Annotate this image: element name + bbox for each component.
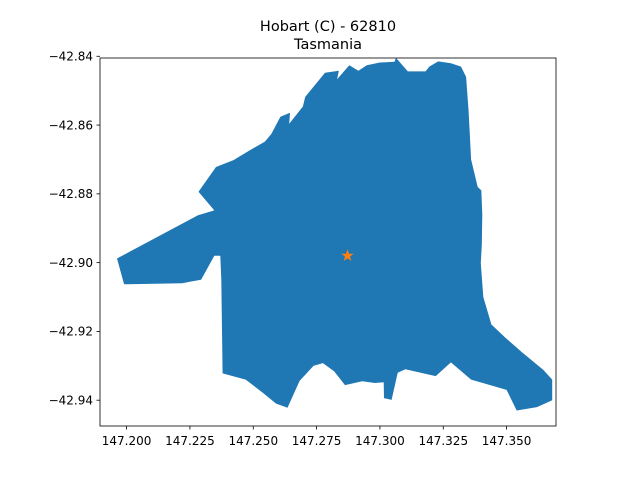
plot-area [117, 57, 553, 411]
x-tick-label: 147.200 [102, 434, 152, 448]
x-tick-label: 147.300 [355, 434, 405, 448]
chart-subtitle: Tasmania [293, 37, 362, 53]
x-axis: 147.200 147.225 147.250 147.275 147.300 147.3… [102, 426, 532, 448]
region-polygon [117, 57, 553, 411]
x-tick-label: 147.275 [292, 434, 342, 448]
chart-title: Hobart (C) - 62810 [260, 19, 396, 35]
x-tick-label: 147.225 [165, 434, 215, 448]
x-tick-label: 147.350 [482, 434, 532, 448]
y-tick-label: −42.94 [49, 394, 93, 408]
x-tick-label: 147.325 [418, 434, 468, 448]
y-tick-label: −42.92 [49, 325, 93, 339]
x-tick-label: 147.250 [228, 434, 278, 448]
y-axis: −42.84 −42.86 −42.88 −42.90 −42.92 −42.94 [49, 50, 100, 408]
y-tick-label: −42.86 [49, 118, 93, 132]
y-tick-label: −42.88 [49, 187, 93, 201]
axes-frame [99, 57, 557, 427]
y-tick-label: −42.90 [49, 256, 93, 270]
centroid-star-marker [341, 249, 354, 261]
y-tick-label: −42.84 [49, 50, 93, 64]
